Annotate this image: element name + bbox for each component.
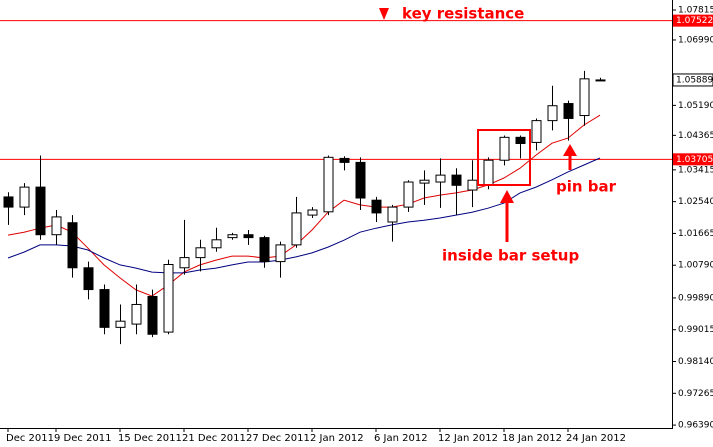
- y-tick-label: 0.99015: [678, 325, 713, 335]
- candle-body: [83, 267, 94, 291]
- moving-average: [7, 157, 601, 274]
- candle-body: [371, 199, 382, 214]
- x-tick-label: 18 Jan 2012: [502, 433, 562, 444]
- plot-area: [0, 20, 672, 345]
- candle-body: [595, 79, 606, 82]
- y-tick-label: 1.02540: [678, 197, 713, 207]
- y-tick-label: 1.04365: [678, 131, 713, 141]
- candle-body: [307, 209, 318, 216]
- x-tick-label: 21 Dec 2011: [182, 433, 246, 444]
- candle-body: [3, 196, 14, 208]
- candle-body: [163, 264, 174, 333]
- arrow-head: [500, 190, 514, 203]
- candle-body: [19, 186, 30, 208]
- level-label-bg: [673, 153, 713, 166]
- candle-body: [259, 237, 270, 263]
- x-tick-label: 6 Jan 2012: [374, 433, 428, 444]
- candle-body: [435, 174, 446, 183]
- y-tick-label: 0.96390: [678, 421, 713, 431]
- candle-body: [147, 295, 158, 335]
- candle-body: [499, 136, 510, 161]
- last-price-label: 1.05889: [676, 75, 713, 85]
- x-tick-label: 9 Dec 2011: [54, 433, 112, 444]
- x-tick-label: 27 Dec 2011: [246, 433, 310, 444]
- candle-body: [419, 179, 430, 184]
- candle-body: [563, 103, 574, 119]
- candle-body: [483, 159, 494, 186]
- candle-body: [355, 161, 366, 199]
- level-label: 1.03705: [676, 155, 713, 165]
- candle-body: [211, 239, 222, 249]
- highlight-box: [477, 129, 531, 186]
- candle-body: [179, 257, 190, 269]
- x-tick-label: 24 Jan 2012: [566, 433, 626, 444]
- y-tick-label: 0.97265: [678, 389, 713, 399]
- candle-body: [467, 179, 478, 191]
- candle-body: [99, 289, 110, 328]
- x-tick-label: 2 Jan 2012: [310, 433, 364, 444]
- y-tick-label: 1.03415: [678, 165, 713, 175]
- candle-body: [323, 156, 334, 213]
- y-tick-label: 0.98140: [678, 357, 713, 367]
- arrow-head: [563, 144, 577, 156]
- candle-body: [227, 234, 238, 239]
- candle-body: [403, 181, 414, 208]
- candle-body: [275, 244, 286, 263]
- candle-body: [115, 320, 126, 328]
- annotation: inside bar setup: [442, 247, 579, 265]
- candle-body: [531, 120, 542, 143]
- candle-body: [515, 136, 526, 145]
- candle-body: [131, 303, 142, 325]
- level-label-bg: [673, 14, 713, 27]
- y-tick-label: 1.07815: [678, 5, 713, 15]
- moving-average: [7, 114, 601, 297]
- candle-body: [339, 157, 350, 163]
- candle-body: [195, 247, 206, 259]
- y-tick-label: 1.05190: [678, 101, 713, 111]
- candle-body: [51, 216, 62, 236]
- last-price-bg: [672, 73, 713, 87]
- annotation: pin bar: [556, 178, 617, 196]
- y-tick-label: 1.00790: [678, 261, 713, 271]
- candle-body: [579, 78, 590, 117]
- candle-body: [67, 222, 78, 269]
- candle-body: [547, 105, 558, 122]
- y-tick-label: 0.99890: [678, 293, 713, 303]
- candle-body: [291, 212, 302, 246]
- y-tick-label: 1.06990: [678, 35, 713, 45]
- candle-body: [35, 186, 46, 236]
- level-label: 1.07522: [676, 16, 713, 26]
- x-tick-label: 12 Jan 2012: [438, 433, 498, 444]
- resistance-marker: [379, 8, 389, 20]
- y-tick-label: 1.01665: [678, 229, 713, 239]
- x-tick-label: 15 Dec 2011: [118, 433, 182, 444]
- x-tick-label: Dec 2011: [6, 433, 54, 444]
- annotation: key resistance: [402, 5, 524, 23]
- candle-body: [387, 206, 398, 223]
- candle-body: [451, 174, 462, 186]
- candle-body: [243, 234, 254, 239]
